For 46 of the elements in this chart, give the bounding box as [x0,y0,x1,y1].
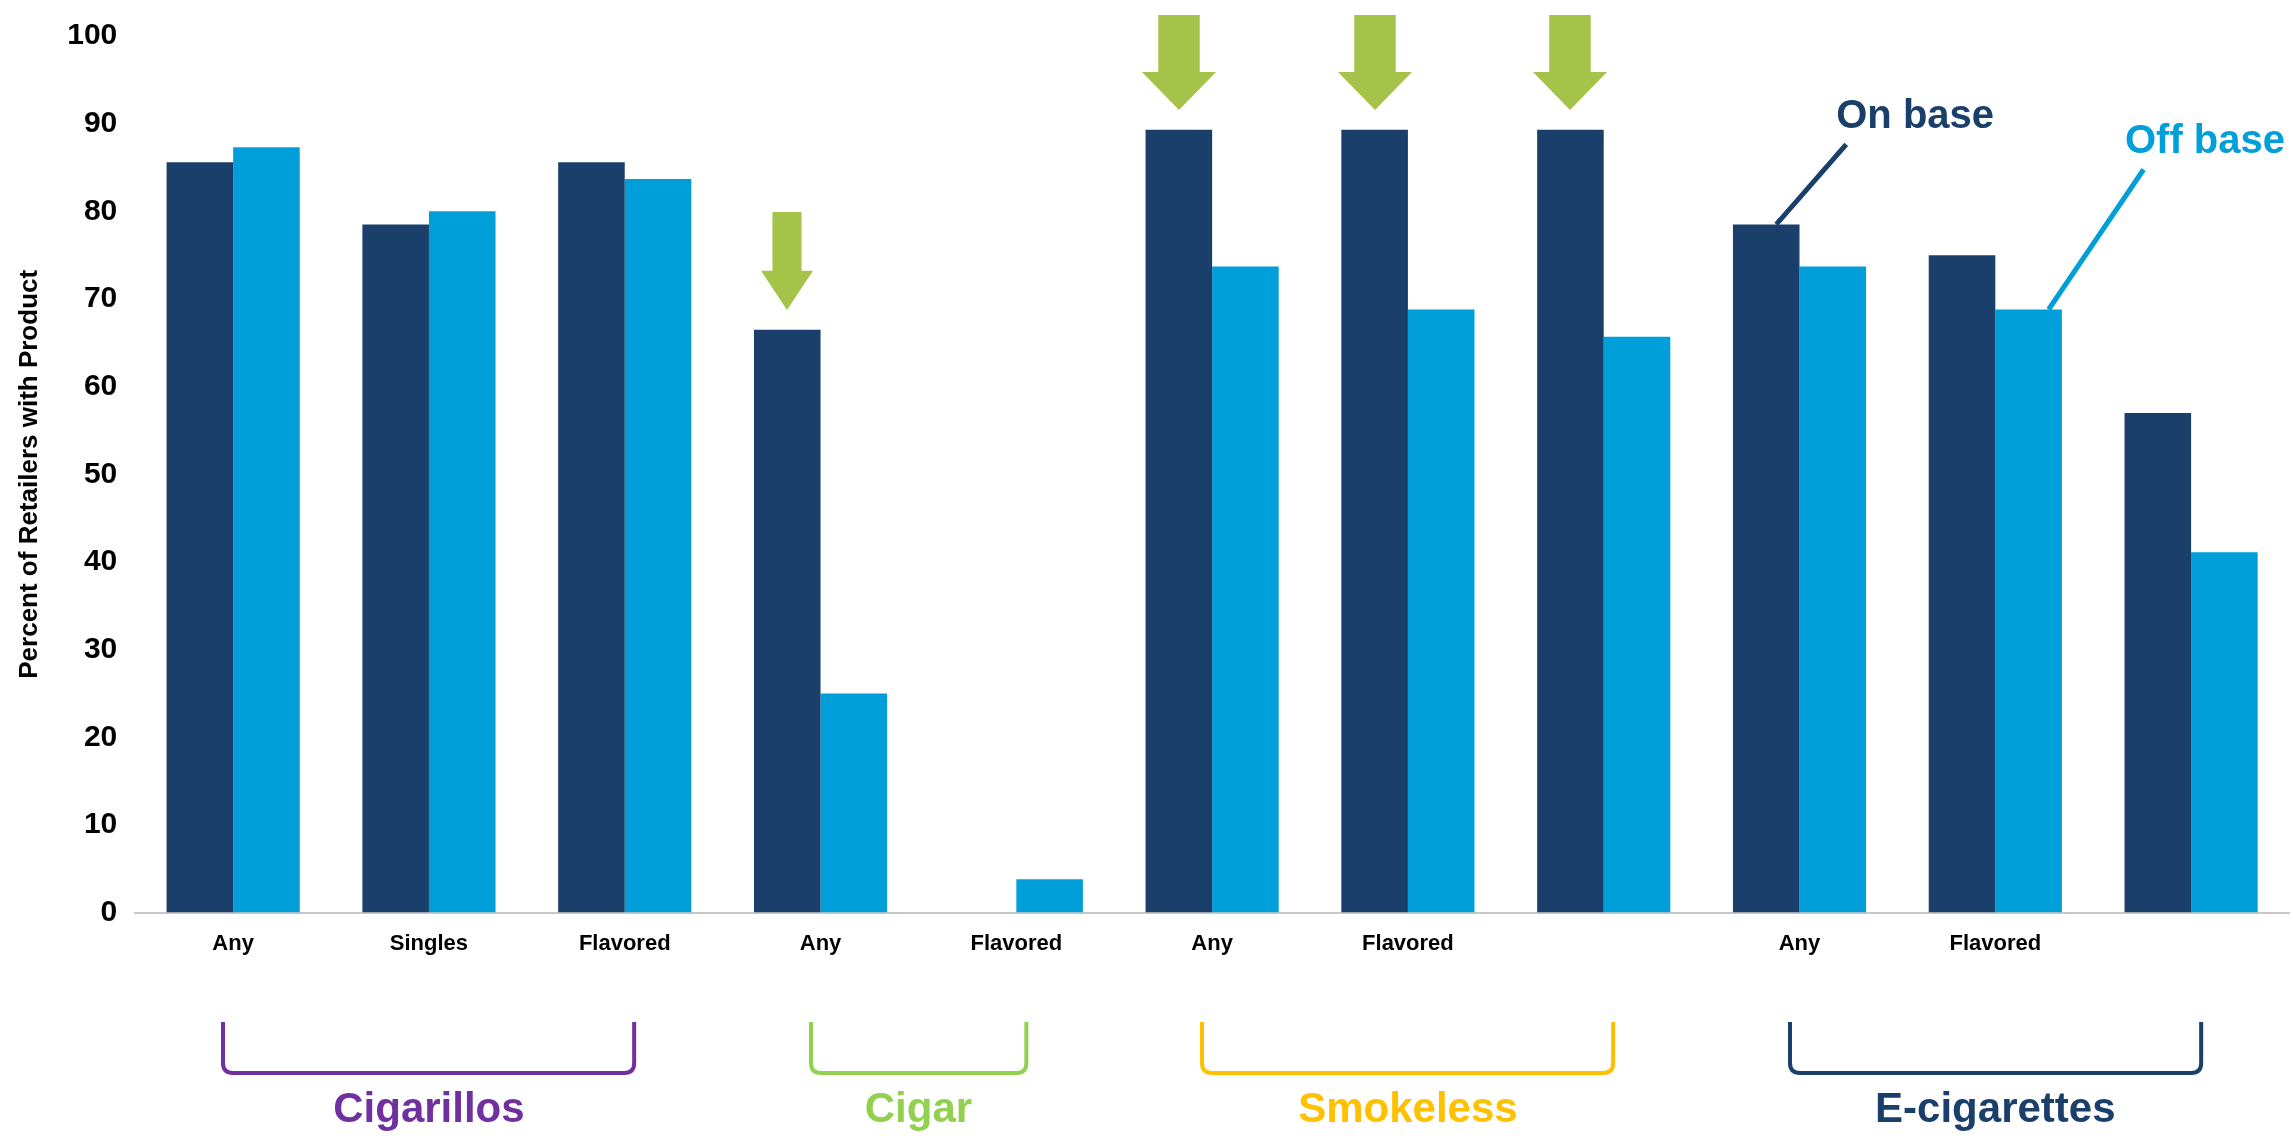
bar [1145,129,1213,913]
x-tick-label: Any [1191,929,1234,955]
bar [558,162,625,913]
y-tick-label: 60 [83,367,118,401]
text: Smokeless [1298,1083,1518,1131]
x-tick-label: Flavored [1949,929,2042,955]
bar [428,211,496,913]
bar [820,693,888,913]
bar [1928,255,1996,913]
x-tick-label: Flavored [578,929,671,955]
bar [1603,336,1671,913]
bar [1407,309,1475,913]
text: Cigar [864,1083,973,1131]
text: Cigarillos [333,1083,525,1131]
x-tick-label: Flavored [1362,929,1454,955]
bar [1537,129,1604,913]
bar [362,224,429,913]
bar [233,147,300,913]
y-tick-label: 100 [67,17,118,51]
y-tick-label: 0 [100,893,118,927]
x-tick-label: Any [212,929,255,955]
y-tick-label: 40 [83,543,118,577]
y-tick-label: 50 [83,455,118,489]
y-axis-title: Percent of Retailers with Product [12,269,43,679]
bar [624,178,692,913]
y-tick-label: 70 [83,280,118,314]
bar [2191,552,2258,913]
bar [1341,129,1408,913]
bar [1212,266,1279,913]
text: On base [1836,91,1995,136]
text: E-cigarettes [1875,1083,2116,1131]
x-tick-label: Any [799,929,843,955]
y-tick-label: 30 [83,630,118,664]
bar [2124,412,2192,913]
text: Off base [2124,116,2285,161]
bar [753,329,821,913]
y-tick-label: 90 [83,104,118,138]
x-tick-label: Flavored [970,929,1063,955]
x-tick-label: Any [1778,929,1822,955]
y-tick-label: 80 [83,192,118,226]
y-tick-label: 20 [83,718,118,752]
bar [1016,879,1083,913]
y-tick-label: 10 [83,806,118,840]
x-tick-label: Singles [389,929,469,955]
bar [1799,266,1867,913]
bar [166,162,234,913]
